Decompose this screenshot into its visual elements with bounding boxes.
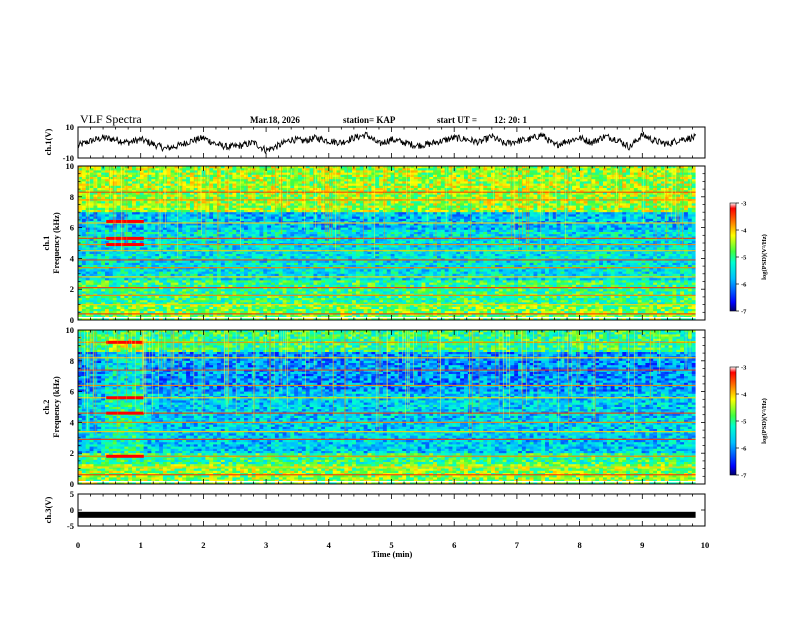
start-ut-value: 12: 20: 1: [494, 115, 527, 125]
start-ut-label: start UT =: [437, 115, 477, 125]
ch1-ytick-label: 10: [66, 122, 75, 132]
ch1-series-line: [78, 132, 696, 153]
ch1-spec-heatmap: [78, 166, 696, 320]
date-label: Mar.18, 2026: [250, 115, 300, 125]
figure-title: VLF Spectra: [80, 112, 142, 126]
ch1-ylabel: ch.1(V): [43, 128, 53, 155]
station-label: station= KAP: [343, 115, 396, 125]
